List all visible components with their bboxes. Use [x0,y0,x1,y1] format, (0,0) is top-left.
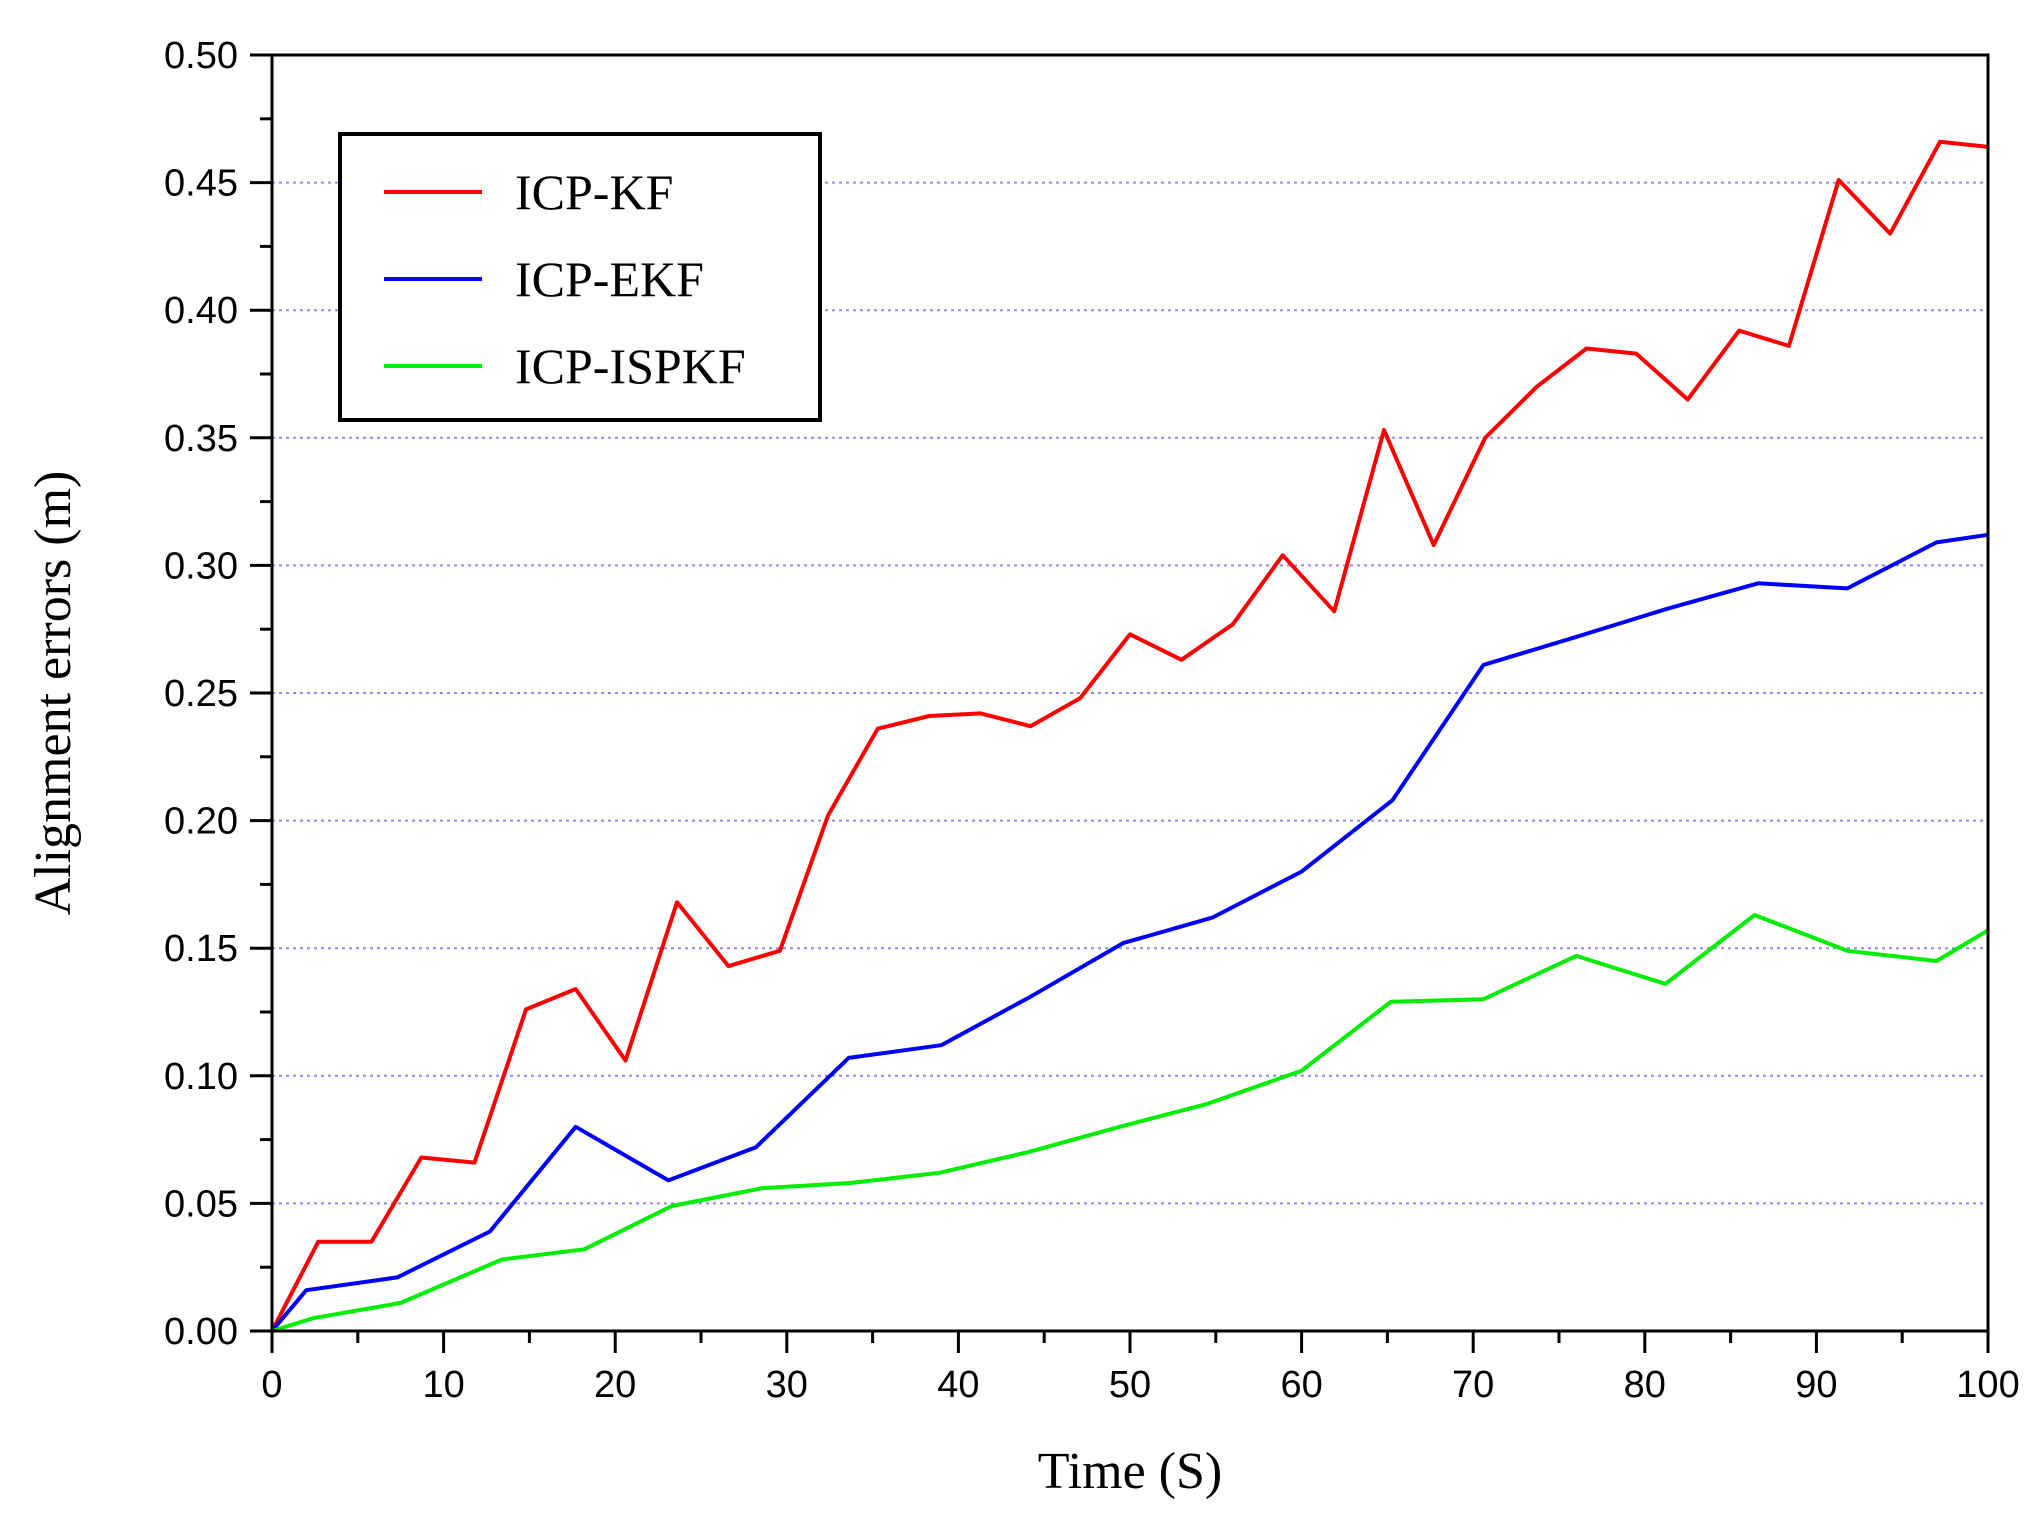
x-tick-label: 10 [422,1364,464,1406]
y-tick-label: 0.50 [164,35,238,77]
legend-label: ICP-EKF [515,251,704,307]
gridlines [272,181,1988,1205]
series-line-2 [271,913,1990,1333]
x-tick-labels: 0 10 20 30 40 50 60 70 80 90 100 [261,1364,2019,1406]
x-tick-label: 20 [594,1364,636,1406]
x-tick-label: 100 [1956,1364,2019,1406]
y-tick-label: 0.15 [164,928,238,970]
y-tick-label: 0.00 [164,1311,238,1353]
series-line-1 [270,532,1989,1333]
x-axis-title: Time (S) [1038,1443,1222,1500]
legend: ICP-KF ICP-EKF ICP-ISPKF [338,132,822,422]
y-tick-label: 0.10 [164,1056,238,1098]
x-tick-label: 80 [1624,1364,1666,1406]
x-tick-label: 50 [1109,1364,1151,1406]
y-tick-label: 0.20 [164,801,238,843]
y-tick-label: 0.05 [164,1183,238,1225]
y-tick-label: 0.35 [164,418,238,460]
x-tick-label: 90 [1795,1364,1837,1406]
x-tick-label: 70 [1452,1364,1494,1406]
y-tick-label: 0.45 [164,163,238,205]
y-tick-labels: 0.00 0.05 0.10 0.15 0.20 0.25 0.30 0.35 0.40 0.45… [164,35,238,1353]
x-tick-label: 0 [261,1364,282,1406]
x-tick-label: 60 [1280,1364,1322,1406]
y-tick-label: 0.25 [164,673,238,715]
data-lines [270,139,1990,1333]
series-line-0 [270,139,1989,1332]
y-tick-label: 0.40 [164,290,238,332]
y-tick-label: 0.30 [164,545,238,587]
axis-ticks [250,53,1990,1353]
legend-label: ICP-KF [515,164,673,220]
y-axis-title: Alignment errors (m) [25,471,82,916]
legend-label: ICP-ISPKF [515,338,746,394]
x-tick-label: 30 [766,1364,808,1406]
x-tick-label: 40 [937,1364,979,1406]
